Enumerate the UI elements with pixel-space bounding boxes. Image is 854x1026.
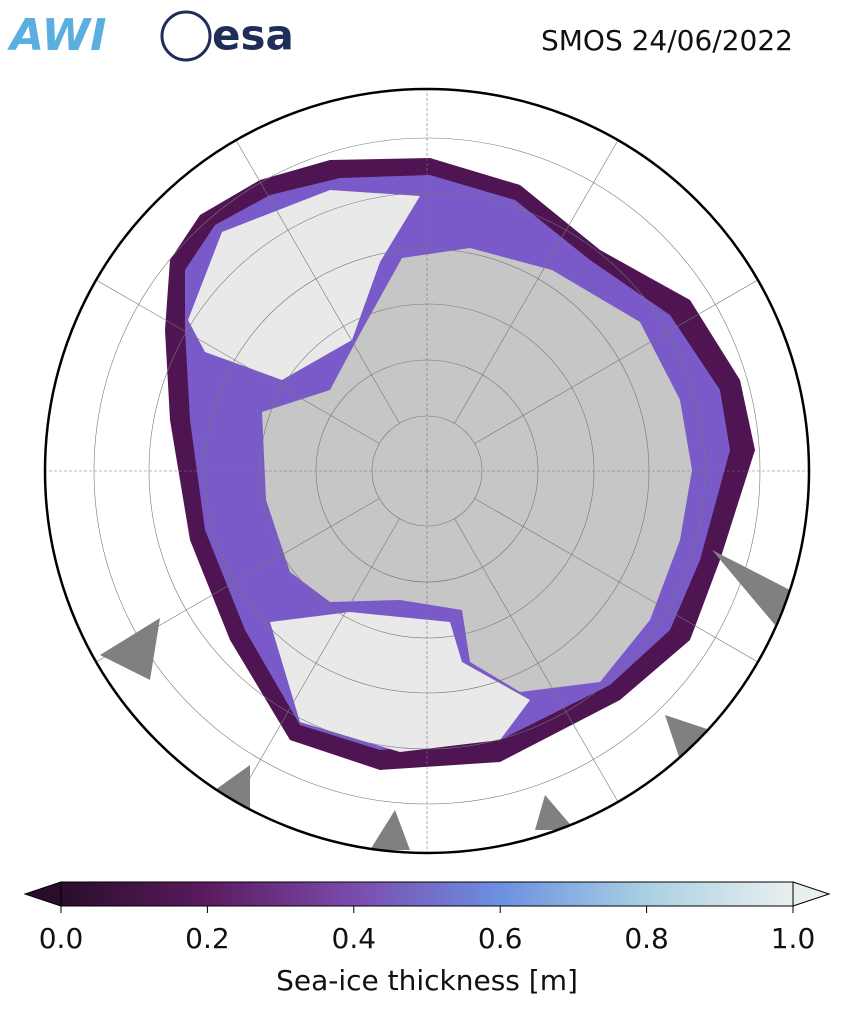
weddell-ice [188,190,420,380]
colorbar-tick-label: 0.8 [624,922,669,955]
colorbar-label: Sea-ice thickness [m] [276,964,578,997]
ross-ice [270,612,530,752]
colorbar-tick-label: 0.0 [39,922,84,955]
colorbar-tick-label: 1.0 [771,922,816,955]
colorbar-fill [61,882,793,906]
colorbar-frame [60,881,794,907]
colorbar-tick-label: 0.6 [478,922,523,955]
awi-logo: AWI [7,10,107,61]
colorbar-extend-high [792,881,831,907]
map-border [43,87,811,855]
colorbar-tick-label: 0.2 [185,922,230,955]
colorbar-tick-label: 0.4 [332,922,377,955]
colorbar [23,881,831,907]
graticule [45,89,809,853]
colorbar-extend-low [23,881,62,907]
esa-emblem [160,10,212,62]
map [45,89,809,853]
antarctica [262,248,692,692]
title: SMOS 24/06/2022 [541,24,793,57]
esa-logo: esa [212,11,294,60]
